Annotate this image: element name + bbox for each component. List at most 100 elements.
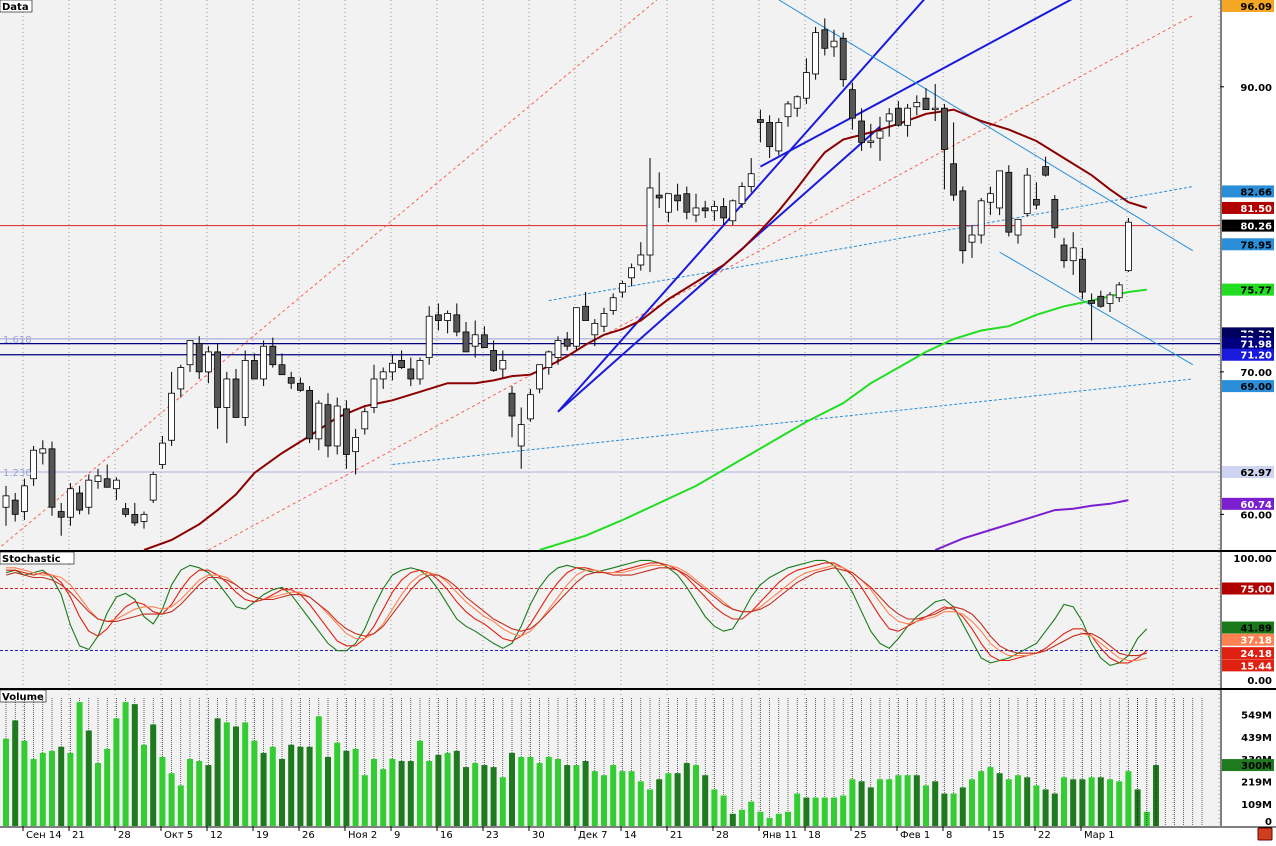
volume-bar	[49, 750, 55, 826]
candle-body	[30, 449, 38, 480]
candle-body	[821, 29, 829, 49]
volume-title-box	[0, 689, 47, 703]
x-tick-label: 16	[440, 830, 453, 841]
candle	[232, 368, 240, 418]
volume-bar	[840, 795, 847, 826]
volume-bar	[812, 797, 819, 826]
candle-body	[76, 492, 83, 511]
volume-bar	[398, 761, 405, 826]
candle	[931, 83, 939, 122]
volume-bar	[67, 752, 74, 826]
candle	[996, 170, 1003, 216]
x-tick-label: 12	[210, 830, 223, 841]
volume-tick-label: 219M	[1241, 778, 1272, 789]
candle-body	[1005, 171, 1013, 233]
candle-body	[1088, 300, 1095, 304]
volume-bar	[978, 771, 985, 826]
fib-trendline	[208, 15, 1194, 550]
volume-bar	[748, 801, 755, 826]
volume-bar	[987, 767, 994, 826]
candle-body	[582, 305, 589, 321]
candle	[462, 321, 470, 353]
volume-tick-label: 109M	[1241, 800, 1272, 811]
candle-body	[122, 508, 129, 515]
candle-body	[103, 478, 111, 488]
candle	[1079, 247, 1086, 300]
candle-body	[370, 378, 378, 408]
volume-bar	[85, 730, 92, 826]
volume-tick-label: 0	[1265, 817, 1272, 828]
candle-body	[849, 89, 856, 119]
candle-body	[333, 405, 341, 447]
candle	[959, 186, 967, 264]
candle-body	[149, 474, 157, 501]
volume-bar	[674, 773, 681, 826]
volume-plot	[3, 698, 1203, 826]
candle	[1014, 218, 1022, 244]
candle	[149, 471, 157, 503]
channel-lower-line	[557, 125, 881, 413]
candle-body	[517, 424, 525, 447]
candle	[637, 242, 645, 271]
candle	[287, 371, 295, 389]
x-tick-label: 19	[256, 830, 269, 841]
volume-bar	[1097, 777, 1104, 826]
candle	[379, 367, 387, 389]
candle-body	[140, 513, 148, 522]
candle	[1042, 156, 1049, 177]
stochastic-plot	[0, 559, 1220, 667]
stochastic-label: 75.00	[1240, 585, 1272, 596]
volume-bar	[499, 777, 506, 826]
volume-current-label: 300M	[1241, 761, 1272, 772]
candle	[57, 502, 65, 536]
candle-body	[177, 367, 185, 390]
candle-body	[1042, 166, 1049, 176]
candle	[867, 123, 875, 149]
candle	[67, 483, 74, 526]
candle-body	[968, 234, 976, 243]
price-label-box	[1222, 337, 1274, 350]
candle	[950, 122, 957, 201]
candle-body	[563, 338, 571, 347]
candle-body	[665, 193, 672, 213]
candle	[1097, 290, 1105, 308]
candle-body	[591, 322, 599, 336]
candle	[296, 377, 304, 392]
candle	[333, 397, 341, 455]
fib-trendline	[0, 0, 658, 548]
candle	[223, 371, 231, 444]
volume-bar	[867, 787, 874, 826]
stochastic-label-box	[1222, 582, 1274, 595]
candle	[20, 478, 28, 521]
price-label-box	[1222, 219, 1274, 232]
candle-body	[278, 364, 286, 376]
volume-bar	[297, 746, 304, 826]
x-tick-label: 25	[854, 830, 867, 841]
volume-bar	[352, 748, 359, 826]
candle	[278, 353, 286, 376]
candle	[1060, 237, 1068, 268]
candle-body	[1125, 221, 1132, 272]
candle	[720, 197, 727, 226]
scroll-right-icon[interactable]	[1257, 827, 1273, 841]
candle-body	[876, 130, 884, 139]
volume-bar	[306, 746, 313, 826]
volume-bar	[325, 756, 331, 826]
candle-body	[950, 163, 957, 196]
candle	[30, 445, 38, 486]
candle-body	[361, 411, 369, 430]
candle	[545, 350, 553, 375]
volume-bar	[610, 765, 617, 826]
candle	[94, 468, 102, 489]
candle-body	[609, 297, 617, 311]
volume-bar	[95, 763, 101, 826]
down-channel-line	[778, 0, 1194, 252]
moving-average-slow	[539, 288, 1147, 550]
volume-bar	[895, 775, 902, 826]
candle	[352, 428, 360, 475]
price-title-box	[0, 0, 33, 13]
candle-body	[315, 402, 323, 440]
